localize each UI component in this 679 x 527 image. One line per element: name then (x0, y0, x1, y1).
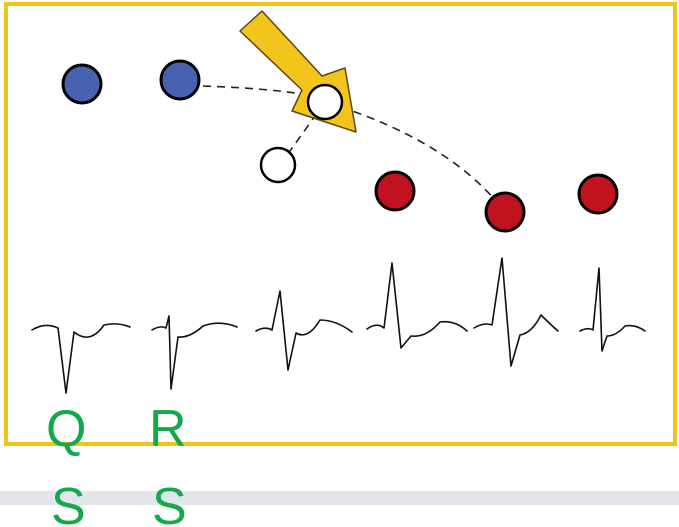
label-s-left: S (51, 478, 86, 527)
ecg-complex-3 (255, 290, 353, 371)
ecg-complex-6 (579, 267, 646, 352)
red-circle-icon (374, 170, 416, 212)
label-q: Q (46, 400, 86, 458)
open-circle-icon (259, 146, 297, 184)
blue-circle-icon (159, 59, 201, 101)
transition-curve (202, 85, 506, 213)
ecg-complex-5 (473, 257, 559, 367)
label-s-right: S (152, 478, 187, 527)
ecg-complex-2 (151, 315, 238, 390)
red-circle-icon (484, 191, 526, 233)
red-circle-icon (577, 173, 619, 215)
open-circle-icon (306, 83, 344, 121)
footer-band (0, 491, 679, 505)
blue-circle-icon (61, 63, 103, 105)
ecg-complex-4 (366, 262, 468, 349)
diagram-frame (4, 2, 677, 446)
label-r: R (149, 400, 187, 458)
ecg-complex-1 (31, 323, 131, 394)
